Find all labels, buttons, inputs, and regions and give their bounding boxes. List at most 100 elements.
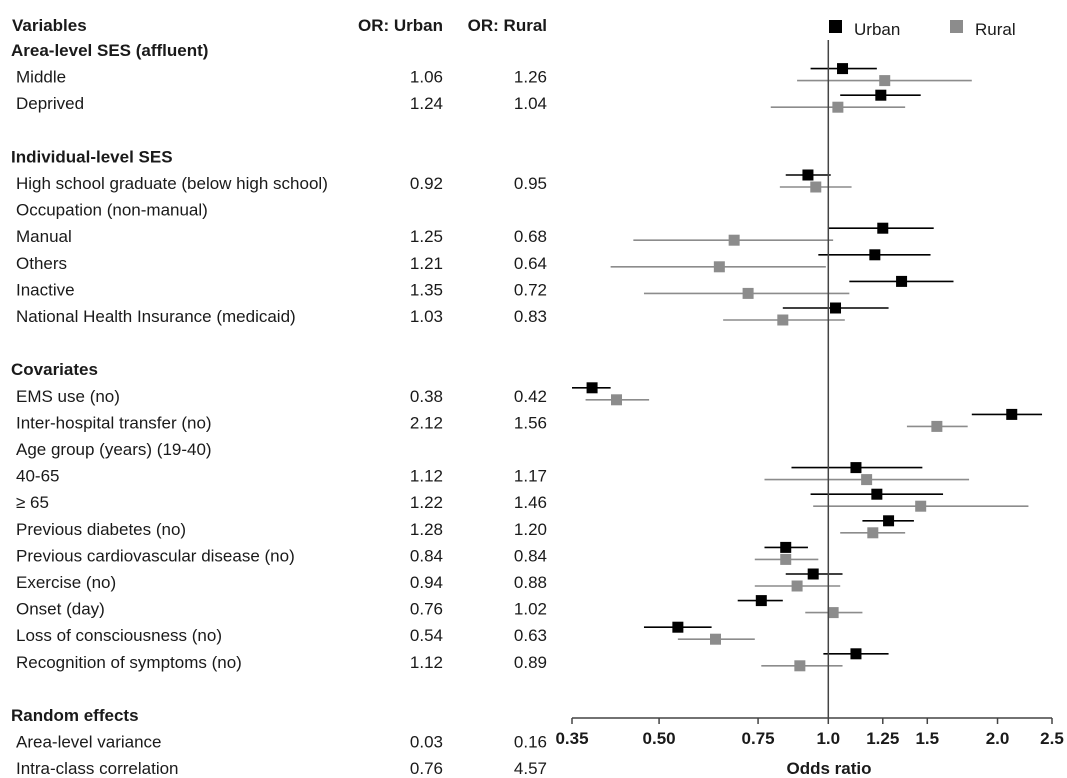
row-label: Previous cardiovascular disease (no) [16, 546, 295, 565]
or-rural-value: 1.20 [514, 520, 547, 539]
column-header-or-rural: OR: Rural [468, 16, 547, 35]
row-label: ≥ 65 [16, 493, 49, 512]
or-urban-value: 1.12 [410, 467, 443, 486]
row-label: Manual [16, 227, 72, 246]
x-tick-label: 2.0 [986, 729, 1010, 748]
x-tick-label: 1.25 [866, 729, 899, 748]
row-label: Deprived [16, 94, 84, 113]
rural-point [794, 660, 806, 672]
or-urban-value: 1.21 [410, 254, 443, 273]
or-rural-value: 1.46 [514, 493, 547, 512]
rural-point [777, 314, 789, 326]
or-rural-value: 0.63 [514, 626, 547, 645]
row-label: National Health Insurance (medicaid) [16, 307, 296, 326]
plot-area [572, 40, 1043, 718]
legend-swatch-rural [950, 20, 963, 33]
section-header: Area-level SES (affluent) [11, 41, 208, 60]
legend-label-urban: Urban [854, 20, 900, 39]
or-rural-value: 1.04 [514, 94, 547, 113]
rural-point [710, 633, 722, 645]
legend: Urban Rural [829, 20, 1016, 39]
or-rural-value: 0.84 [514, 546, 547, 565]
urban-point [877, 222, 889, 234]
urban-point [896, 275, 908, 287]
x-tick-label: 2.5 [1040, 729, 1064, 748]
or-urban-value: 0.54 [410, 626, 443, 645]
x-tick-label: 1.5 [915, 729, 939, 748]
or-rural-value: 0.72 [514, 280, 547, 299]
section-header: Covariates [11, 360, 98, 379]
row-label: High school graduate (below high school) [16, 174, 328, 193]
rural-point [915, 500, 927, 512]
x-tick-label: 0.75 [742, 729, 775, 748]
rural-point [867, 527, 879, 539]
rural-point [713, 261, 725, 273]
x-tick-label: 0.50 [643, 729, 676, 748]
or-urban-value: 1.12 [410, 653, 443, 672]
or-urban-value: 0.76 [410, 600, 443, 619]
or-rural-value: 1.26 [514, 68, 547, 87]
row-label: Inter-hospital transfer (no) [16, 413, 212, 432]
or-rural-value: 4.57 [514, 759, 547, 778]
urban-point [871, 488, 883, 500]
or-urban-value: 1.28 [410, 520, 443, 539]
row-label: Occupation (non-manual) [16, 201, 208, 220]
urban-point [883, 515, 895, 527]
or-urban-value: 0.84 [410, 546, 443, 565]
rural-point [742, 287, 754, 299]
row-label: Intra-class correlation [16, 759, 179, 778]
or-urban-value: 1.35 [410, 280, 443, 299]
table-rows: Area-level SES (affluent) Middle 1.06 1.26 D… [11, 41, 547, 778]
urban-point [830, 302, 842, 314]
section-header: Individual-level SES [11, 147, 173, 166]
column-header-or-urban: OR: Urban [358, 16, 443, 35]
row-label: Recognition of symptoms (no) [16, 653, 242, 672]
x-tick-label: 0.35 [555, 729, 588, 748]
or-urban-value: 1.22 [410, 493, 443, 512]
row-label: Age group (years) (19-40) [16, 440, 212, 459]
or-rural-value: 1.02 [514, 600, 547, 619]
urban-point [802, 169, 814, 181]
urban-point [875, 89, 887, 101]
section-header: Random effects [11, 706, 139, 725]
or-rural-value: 0.42 [514, 387, 547, 406]
rural-point [827, 607, 839, 619]
urban-point [1006, 408, 1018, 420]
urban-point [837, 63, 849, 75]
or-rural-value: 1.56 [514, 413, 547, 432]
x-axis-title: Odds ratio [786, 759, 871, 778]
or-rural-value: 0.83 [514, 307, 547, 326]
legend-label-rural: Rural [975, 20, 1016, 39]
rural-point [931, 420, 943, 432]
urban-point [586, 382, 598, 394]
rural-point [728, 234, 740, 246]
or-urban-value: 0.03 [410, 733, 443, 752]
row-label: Middle [16, 68, 66, 87]
row-label: EMS use (no) [16, 387, 120, 406]
row-label: Exercise (no) [16, 573, 116, 592]
or-rural-value: 0.89 [514, 653, 547, 672]
rural-point [611, 394, 623, 406]
rural-point [861, 474, 873, 486]
or-urban-value: 1.03 [410, 307, 443, 326]
or-rural-value: 0.68 [514, 227, 547, 246]
rural-point [791, 580, 803, 592]
row-label: Onset (day) [16, 600, 105, 619]
x-tick-label: 1.0 [816, 729, 840, 748]
rural-point [879, 75, 891, 87]
or-urban-value: 0.76 [410, 759, 443, 778]
or-urban-value: 1.24 [410, 94, 443, 113]
or-urban-value: 1.25 [410, 227, 443, 246]
row-label: Others [16, 254, 67, 273]
legend-swatch-urban [829, 20, 842, 33]
urban-point [807, 568, 819, 580]
or-rural-value: 0.95 [514, 174, 547, 193]
x-axis: 0.35 0.50 0.75 1.0 1.25 1.5 2.0 2.5 [555, 717, 1064, 748]
row-label: Loss of consciousness (no) [16, 626, 222, 645]
urban-point [672, 621, 684, 633]
row-label: Inactive [16, 280, 75, 299]
or-rural-value: 0.88 [514, 573, 547, 592]
urban-point [869, 249, 881, 261]
rural-point [780, 553, 792, 565]
